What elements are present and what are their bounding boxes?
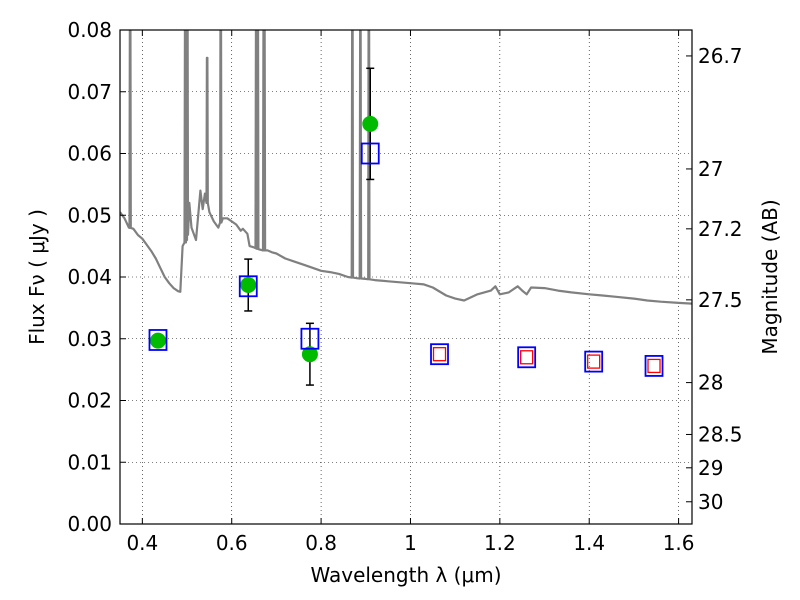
predicted-marker — [587, 354, 601, 369]
model-band-marker — [430, 343, 449, 366]
y-tick-label: 0.07 — [67, 80, 112, 104]
model-band-marker — [584, 350, 604, 373]
model-band-marker — [238, 275, 258, 298]
y-tick-label: 0.00 — [67, 512, 112, 536]
model-band-marker — [517, 346, 537, 369]
model-band-marker — [148, 329, 168, 351]
observed-point — [362, 115, 379, 132]
model-band-marker — [300, 327, 320, 350]
observed-point — [240, 277, 257, 294]
y-tick-label: 0.03 — [67, 327, 112, 351]
x-axis-label: Wavelength λ (μm) — [310, 563, 501, 587]
model-band-marker — [644, 355, 664, 377]
y2-tick-label: 28.5 — [698, 422, 743, 446]
y2-tick-label: 29 — [698, 456, 723, 480]
predicted-marker — [647, 358, 661, 374]
x-tick-label: 1 — [404, 531, 417, 555]
y-axis-label: Flux Fν ( μJy ) — [25, 209, 49, 345]
y-tick-label: 0.01 — [67, 450, 112, 474]
observed-point — [149, 332, 166, 349]
y2-tick-label: 27 — [698, 157, 723, 181]
x-tick-label: 0.6 — [216, 531, 248, 555]
model-sed-line — [120, 30, 692, 305]
y-tick-label: 0.05 — [67, 203, 112, 227]
y2-tick-label: 30 — [698, 490, 723, 514]
predicted-marker — [432, 347, 447, 362]
x-tick-label: 1.2 — [484, 531, 516, 555]
y-tick-label: 0.08 — [67, 18, 112, 42]
y2-tick-label: 26.7 — [698, 44, 743, 68]
tick-layer: 0.4 0.6 0.8 1 1.2 1.4 1.6 0.00 0.01 0.02 0.03 0.04 0… — [67, 18, 742, 555]
model-band-marker — [360, 142, 380, 165]
y-tick-label: 0.04 — [67, 265, 112, 289]
x-tick-label: 0.4 — [126, 531, 158, 555]
y-tick-label: 0.02 — [67, 389, 112, 413]
y2-tick-label: 28 — [698, 371, 723, 395]
x-tick-label: 1.4 — [573, 531, 605, 555]
x-tick-label: 1.6 — [663, 531, 695, 555]
y-tick-label: 0.06 — [67, 142, 112, 166]
y2-tick-label: 27.5 — [698, 288, 743, 312]
y2-axis-label: Magnitude (AB) — [758, 199, 782, 354]
y2-tick-label: 27.2 — [698, 217, 743, 241]
series-layer — [120, 30, 692, 386]
observed-point — [301, 346, 318, 363]
grid-layer — [120, 30, 692, 524]
predicted-marker — [520, 350, 534, 365]
x-tick-label: 0.8 — [305, 531, 337, 555]
